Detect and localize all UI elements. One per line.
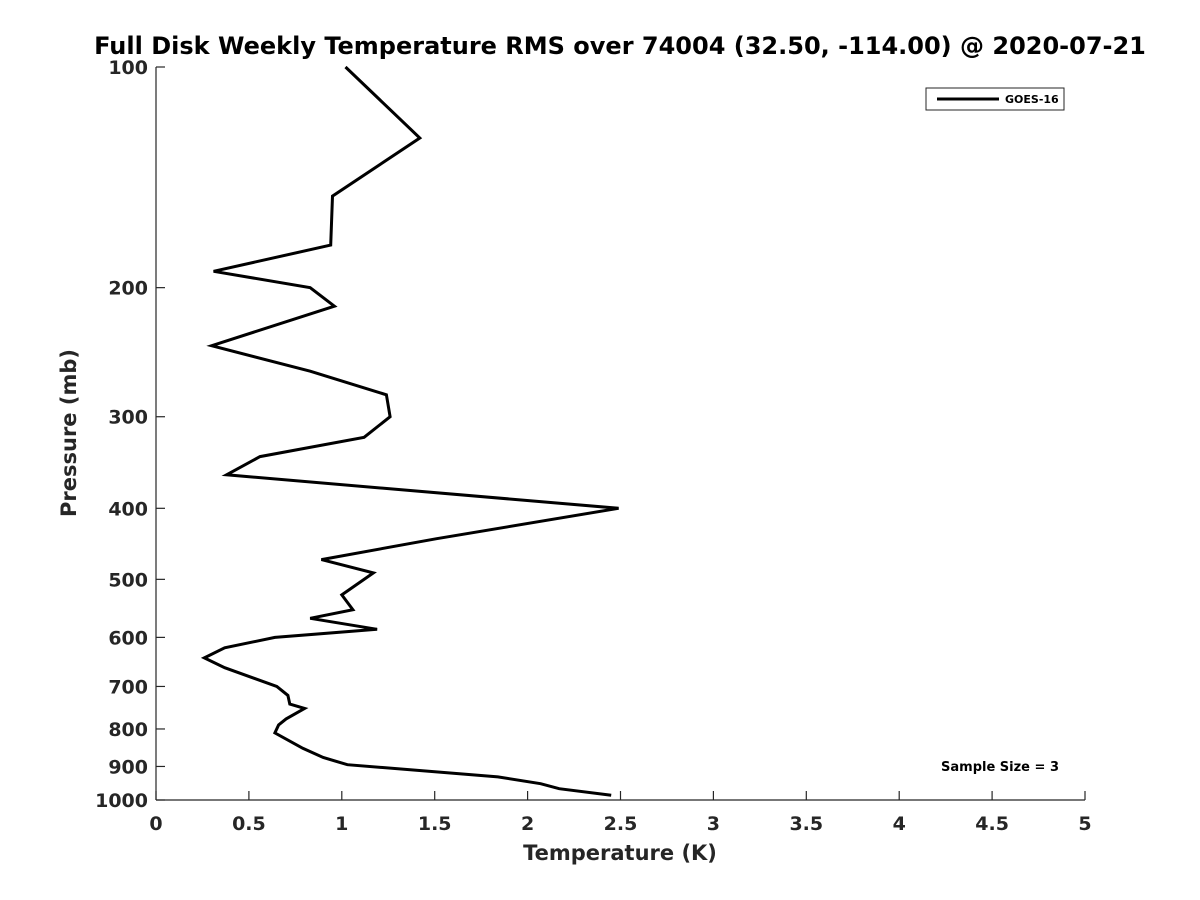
y-tick-label: 800: [108, 719, 148, 741]
y-tick-label: 1000: [95, 790, 148, 812]
y-tick-label: 300: [108, 407, 148, 429]
legend-label: GOES-16: [1005, 93, 1059, 106]
x-tick-label: 1: [335, 813, 348, 835]
y-tick-label: 400: [108, 498, 148, 520]
series-layer: [200, 65, 619, 797]
y-tick-label: 100: [108, 57, 148, 79]
y-tick-label: 900: [108, 756, 148, 778]
x-axis-label: Temperature (K): [523, 841, 717, 865]
x-tick-label: 5: [1078, 813, 1091, 835]
x-tick-label: 3.5: [789, 813, 823, 835]
y-axis-label: Pressure (mb): [57, 349, 81, 517]
x-tick-label: 4: [893, 813, 906, 835]
x-tick-label: 0.5: [232, 813, 266, 835]
legend: GOES-16: [925, 87, 1065, 111]
y-tick-label: 500: [108, 569, 148, 591]
chart-title: Full Disk Weekly Temperature RMS over 74…: [94, 32, 1146, 60]
x-tick-label: 4.5: [975, 813, 1009, 835]
axes: [155, 67, 1085, 801]
x-ticks: 0 0.5 1 1.5 2 2.5 3 3.5 4 4.5 5: [149, 791, 1092, 835]
y-tick-label: 200: [108, 278, 148, 300]
y-ticks: 100 200 300 400 500 600 700 800 900 1000: [95, 57, 165, 812]
series-line-1: [200, 65, 619, 797]
x-tick-label: 1.5: [418, 813, 452, 835]
x-tick-label: 2: [521, 813, 534, 835]
y-tick-label: 600: [108, 627, 148, 649]
sample-size-annotation: Sample Size = 3: [941, 760, 1059, 775]
y-tick-label: 700: [108, 676, 148, 698]
x-tick-label: 0: [149, 813, 162, 835]
x-tick-label: 3: [707, 813, 720, 835]
x-tick-label: 2.5: [604, 813, 638, 835]
